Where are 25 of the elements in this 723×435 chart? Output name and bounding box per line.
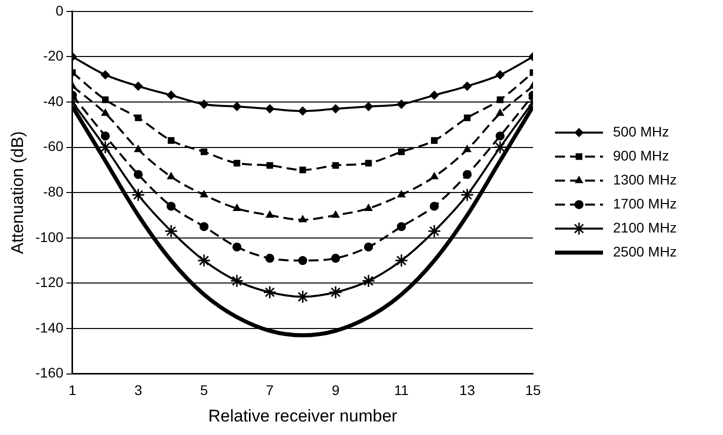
x-axis-title: Relative receiver number xyxy=(208,406,398,426)
x-tick-label: 11 xyxy=(394,382,409,398)
legend-label: 900 MHz xyxy=(613,147,670,164)
y-axis-title: Attenuation (dB) xyxy=(8,131,27,254)
y-tick-label: -100 xyxy=(35,228,64,245)
x-tick-label: 9 xyxy=(332,382,340,398)
x-tick-label: 15 xyxy=(525,382,541,398)
x-tick-label: 3 xyxy=(134,382,142,398)
x-tick-label: 1 xyxy=(68,382,77,398)
legend-label: 2500 MHz xyxy=(613,243,677,260)
x-tick-label: 5 xyxy=(200,382,208,398)
y-tick-label: 0 xyxy=(56,2,64,18)
legend-label: 1700 MHz xyxy=(613,195,677,212)
y-tick-label: -60 xyxy=(43,138,64,154)
y-tick-label: -80 xyxy=(43,183,64,200)
legend-label: 500 MHz xyxy=(613,123,670,140)
legend-label: 1300 MHz xyxy=(613,171,677,188)
x-tick-label: 7 xyxy=(266,382,274,398)
x-tick-label: 13 xyxy=(459,382,476,398)
y-tick-label: -120 xyxy=(35,274,64,290)
y-tick-label: -140 xyxy=(35,319,64,336)
y-tick-label: -40 xyxy=(43,92,64,109)
y-tick-label: -160 xyxy=(35,364,64,381)
y-tick-label: -20 xyxy=(43,48,64,64)
legend-label: 2100 MHz xyxy=(613,219,677,236)
